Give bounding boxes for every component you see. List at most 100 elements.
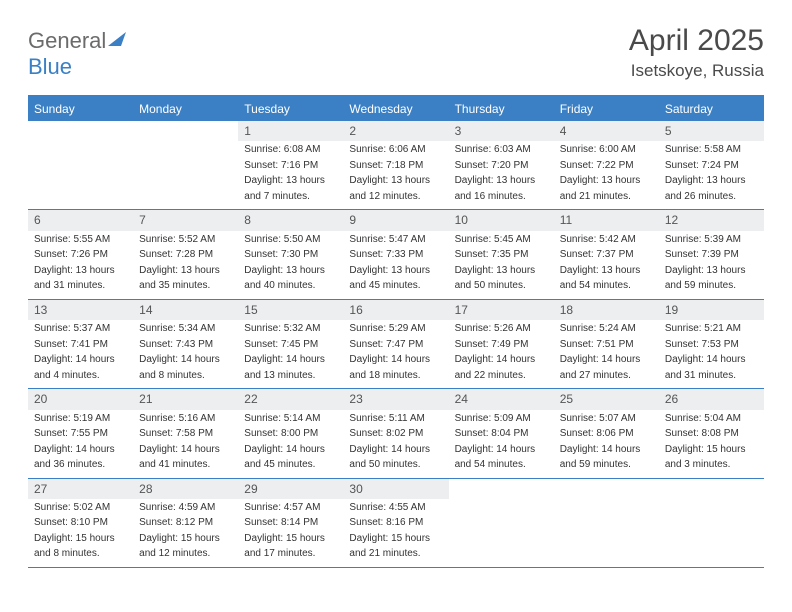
day-sunrise: Sunrise: 5:32 AM [238, 320, 343, 336]
day-cell: 17Sunrise: 5:26 AMSunset: 7:49 PMDayligh… [449, 300, 554, 388]
day-sunset: Sunset: 8:16 PM [343, 514, 448, 530]
day-sunset: Sunset: 7:20 PM [449, 157, 554, 173]
day-sunset: Sunset: 7:30 PM [238, 246, 343, 262]
day-sunrise: Sunrise: 6:00 AM [554, 141, 659, 157]
day-daylight1: Daylight: 13 hours [343, 172, 448, 188]
day-daylight1: Daylight: 14 hours [449, 351, 554, 367]
day-number: 3 [449, 121, 554, 141]
day-sunset: Sunset: 7:18 PM [343, 157, 448, 173]
day-daylight1: Daylight: 15 hours [133, 530, 238, 546]
day-daylight1: Daylight: 14 hours [659, 351, 764, 367]
day-cell: 12Sunrise: 5:39 AMSunset: 7:39 PMDayligh… [659, 210, 764, 298]
day-daylight1: Daylight: 13 hours [238, 262, 343, 278]
day-sunrise: Sunrise: 5:21 AM [659, 320, 764, 336]
day-daylight2: and 21 minutes. [554, 188, 659, 204]
day-sunrise: Sunrise: 5:26 AM [449, 320, 554, 336]
day-sunrise: Sunrise: 5:39 AM [659, 231, 764, 247]
day-cell: 15Sunrise: 5:32 AMSunset: 7:45 PMDayligh… [238, 300, 343, 388]
day-number: 9 [343, 210, 448, 230]
day-cell: 14Sunrise: 5:34 AMSunset: 7:43 PMDayligh… [133, 300, 238, 388]
weekday-header: Tuesday [238, 97, 343, 121]
weekday-header-row: Sunday Monday Tuesday Wednesday Thursday… [28, 97, 764, 121]
day-daylight1: Daylight: 15 hours [659, 441, 764, 457]
day-sunrise: Sunrise: 5:24 AM [554, 320, 659, 336]
day-sunrise: Sunrise: 5:45 AM [449, 231, 554, 247]
day-daylight2: and 50 minutes. [343, 456, 448, 472]
day-sunset: Sunset: 7:58 PM [133, 425, 238, 441]
day-daylight1: Daylight: 13 hours [659, 262, 764, 278]
day-cell: 7Sunrise: 5:52 AMSunset: 7:28 PMDaylight… [133, 210, 238, 298]
day-cell: 8Sunrise: 5:50 AMSunset: 7:30 PMDaylight… [238, 210, 343, 298]
day-cell: 27Sunrise: 5:02 AMSunset: 8:10 PMDayligh… [28, 479, 133, 567]
day-daylight2: and 17 minutes. [238, 545, 343, 561]
day-daylight1: Daylight: 13 hours [449, 172, 554, 188]
day-number: 21 [133, 389, 238, 409]
day-daylight2: and 45 minutes. [238, 456, 343, 472]
day-sunset: Sunset: 7:43 PM [133, 336, 238, 352]
day-number: 13 [28, 300, 133, 320]
day-sunset: Sunset: 7:26 PM [28, 246, 133, 262]
day-sunset: Sunset: 8:10 PM [28, 514, 133, 530]
day-daylight2: and 59 minutes. [554, 456, 659, 472]
day-sunset: Sunset: 8:00 PM [238, 425, 343, 441]
week-row: ..1Sunrise: 6:08 AMSunset: 7:16 PMDaylig… [28, 121, 764, 210]
day-sunrise: Sunrise: 5:58 AM [659, 141, 764, 157]
day-number: 29 [238, 479, 343, 499]
day-sunrise: Sunrise: 5:47 AM [343, 231, 448, 247]
day-sunrise: Sunrise: 5:09 AM [449, 410, 554, 426]
page-header: April 2025 Isetskoye, Russia [28, 24, 764, 81]
day-daylight2: and 40 minutes. [238, 277, 343, 293]
day-sunset: Sunset: 7:47 PM [343, 336, 448, 352]
day-daylight1: Daylight: 13 hours [554, 172, 659, 188]
day-sunset: Sunset: 7:28 PM [133, 246, 238, 262]
day-sunset: Sunset: 8:08 PM [659, 425, 764, 441]
day-sunset: Sunset: 7:49 PM [449, 336, 554, 352]
week-row: 13Sunrise: 5:37 AMSunset: 7:41 PMDayligh… [28, 300, 764, 389]
day-daylight2: and 31 minutes. [28, 277, 133, 293]
day-cell: 9Sunrise: 5:47 AMSunset: 7:33 PMDaylight… [343, 210, 448, 298]
brand-logo: General Blue [28, 26, 126, 80]
day-cell: 26Sunrise: 5:04 AMSunset: 8:08 PMDayligh… [659, 389, 764, 477]
day-cell: 11Sunrise: 5:42 AMSunset: 7:37 PMDayligh… [554, 210, 659, 298]
day-daylight2: and 36 minutes. [28, 456, 133, 472]
day-daylight1: Daylight: 13 hours [133, 262, 238, 278]
day-sunset: Sunset: 7:51 PM [554, 336, 659, 352]
day-sunset: Sunset: 8:12 PM [133, 514, 238, 530]
day-sunrise: Sunrise: 5:55 AM [28, 231, 133, 247]
week-row: 20Sunrise: 5:19 AMSunset: 7:55 PMDayligh… [28, 389, 764, 478]
day-sunrise: Sunrise: 4:59 AM [133, 499, 238, 515]
weekday-header: Monday [133, 97, 238, 121]
day-cell: 6Sunrise: 5:55 AMSunset: 7:26 PMDaylight… [28, 210, 133, 298]
day-sunrise: Sunrise: 5:19 AM [28, 410, 133, 426]
day-daylight1: Daylight: 14 hours [554, 351, 659, 367]
day-cell: . [659, 479, 764, 567]
day-number: 19 [659, 300, 764, 320]
day-number: 23 [343, 389, 448, 409]
month-title: April 2025 [28, 24, 764, 57]
day-daylight2: and 26 minutes. [659, 188, 764, 204]
day-daylight1: Daylight: 15 hours [238, 530, 343, 546]
weekday-header: Saturday [659, 97, 764, 121]
brand-part1: General [28, 28, 106, 53]
day-sunrise: Sunrise: 5:52 AM [133, 231, 238, 247]
day-sunrise: Sunrise: 5:42 AM [554, 231, 659, 247]
weekday-header: Sunday [28, 97, 133, 121]
weekday-header: Wednesday [343, 97, 448, 121]
day-cell: 21Sunrise: 5:16 AMSunset: 7:58 PMDayligh… [133, 389, 238, 477]
day-sunset: Sunset: 7:39 PM [659, 246, 764, 262]
day-number: 25 [554, 389, 659, 409]
day-number: 10 [449, 210, 554, 230]
day-sunset: Sunset: 7:45 PM [238, 336, 343, 352]
day-sunrise: Sunrise: 6:08 AM [238, 141, 343, 157]
day-daylight1: Daylight: 13 hours [449, 262, 554, 278]
week-row: 6Sunrise: 5:55 AMSunset: 7:26 PMDaylight… [28, 210, 764, 299]
day-cell: 22Sunrise: 5:14 AMSunset: 8:00 PMDayligh… [238, 389, 343, 477]
day-daylight1: Daylight: 13 hours [343, 262, 448, 278]
day-daylight1: Daylight: 15 hours [28, 530, 133, 546]
day-sunrise: Sunrise: 4:55 AM [343, 499, 448, 515]
day-cell: 25Sunrise: 5:07 AMSunset: 8:06 PMDayligh… [554, 389, 659, 477]
day-daylight1: Daylight: 14 hours [28, 441, 133, 457]
day-sunrise: Sunrise: 5:16 AM [133, 410, 238, 426]
day-cell: . [133, 121, 238, 209]
day-daylight2: and 8 minutes. [133, 367, 238, 383]
